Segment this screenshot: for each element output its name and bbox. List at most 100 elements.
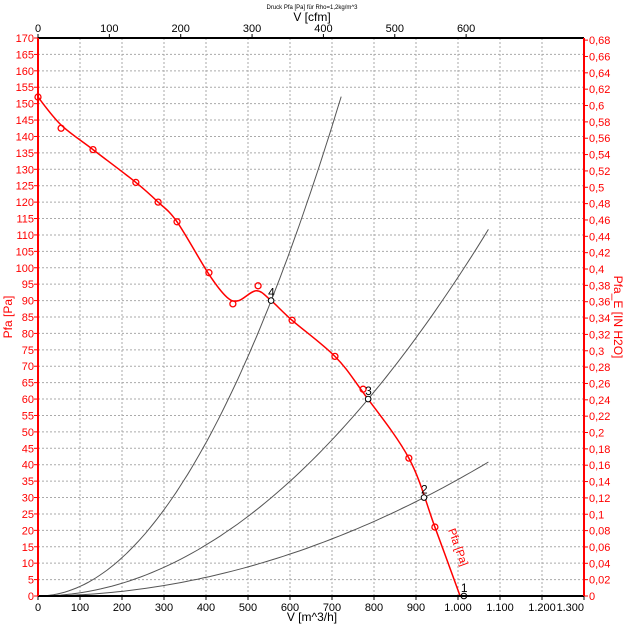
y-tick-label: 100 — [16, 263, 34, 275]
y-tick-label: 10 — [22, 558, 34, 570]
axes: 0 100 200 300 400 500 600 700 800 900 1.000 1.100 1.… — [16, 23, 611, 614]
y-tick-label: 65 — [22, 378, 34, 390]
y-tick-label: 120 — [16, 197, 34, 209]
chart-title: Druck Pfa [Pa] für Rho=1,2kg/m^3 — [266, 5, 358, 11]
y2-axis-label: Pfa_E [IN H2O] — [611, 276, 624, 359]
measured-point — [331, 352, 339, 361]
y2-tick-label: 0,4 — [589, 264, 604, 276]
y-tick-label: 135 — [16, 148, 34, 160]
y-tick-label: 140 — [16, 131, 34, 143]
y-tick-label: 95 — [22, 279, 34, 291]
x-tick-label: 1.300 — [556, 602, 584, 614]
y2-tick-label: 0,68 — [589, 35, 610, 47]
y2-tick-label: 0,56 — [589, 133, 610, 145]
y-tick-label: 170 — [16, 33, 34, 45]
measured-point — [431, 523, 439, 531]
y-tick-label: 155 — [16, 82, 34, 94]
x2-tick-label: 200 — [172, 23, 190, 35]
fan-curve — [37, 96, 461, 597]
y2-tick-label: 0,06 — [589, 542, 610, 554]
y-tick-label: 20 — [22, 525, 34, 537]
y-tick-label: 85 — [22, 312, 34, 324]
x2-tick-label: 100 — [100, 23, 118, 35]
y2-tick-label: 0,62 — [589, 84, 610, 96]
y2-tick-label: 0 — [589, 591, 595, 603]
x-tick-label: 700 — [323, 602, 341, 614]
y2-tick-label: 0,36 — [589, 297, 610, 309]
operating-point-label: 3 — [365, 384, 372, 398]
measured-point — [132, 178, 140, 187]
y2-tick-label: 0,44 — [589, 231, 610, 243]
y-tick-label: 80 — [22, 328, 34, 340]
y2-tick-label: 0,3 — [589, 346, 604, 358]
x-tick-label: 0 — [35, 602, 41, 614]
y2-tick-label: 0,22 — [589, 411, 610, 423]
y2-tick-label: 0,1 — [589, 509, 604, 521]
y2-tick-label: 0,48 — [589, 199, 610, 211]
curves: 1 2 3 4 — [34, 93, 489, 600]
y-tick-label: 70 — [22, 361, 34, 373]
y-tick-label: 90 — [22, 296, 34, 308]
y2-tick-label: 0,16 — [589, 460, 610, 472]
x-tick-label: 1.000 — [444, 602, 472, 614]
x2-tick-label: 500 — [386, 23, 404, 35]
measured-point — [229, 300, 237, 308]
y-tick-label: 145 — [16, 115, 34, 127]
measured-point — [405, 454, 413, 462]
y2-tick-label: 0,34 — [589, 313, 610, 325]
x-tick-label: 1.100 — [486, 602, 514, 614]
y2-tick-label: 0,42 — [589, 248, 610, 260]
y-tick-label: 35 — [22, 476, 34, 488]
y-tick-label: 150 — [16, 99, 34, 111]
y-tick-label: 105 — [16, 246, 34, 258]
operating-point-label: 2 — [421, 483, 428, 497]
system-curve — [37, 229, 489, 597]
x2-tick-label: 300 — [243, 23, 261, 35]
operating-point — [420, 494, 428, 501]
y2-tick-label: 0,46 — [589, 215, 610, 227]
y-tick-label: 0 — [28, 591, 34, 603]
y-tick-label: 25 — [22, 509, 34, 521]
x-tick-label: 600 — [281, 602, 299, 614]
y2-tick-label: 0,32 — [589, 329, 610, 341]
x-axis-label: V [m^3/h] — [287, 610, 337, 624]
operating-point — [267, 297, 275, 304]
grid — [38, 38, 584, 596]
y2-tick-label: 0,66 — [589, 51, 610, 63]
y-tick-label: 160 — [16, 66, 34, 78]
y2-tick-label: 0,08 — [589, 526, 610, 538]
x-tick-label: 200 — [113, 602, 131, 614]
x-tick-label: 800 — [365, 602, 383, 614]
measured-point — [154, 198, 162, 206]
y2-tick-label: 0,6 — [589, 101, 604, 113]
x-tick-label: 400 — [197, 602, 215, 614]
y-tick-label: 30 — [22, 493, 34, 505]
measured-point — [57, 124, 65, 132]
y-tick-label: 45 — [22, 443, 34, 455]
x2-tick-label: 600 — [457, 23, 475, 35]
y-tick-label: 165 — [16, 49, 34, 61]
operating-point-label: 1 — [461, 581, 468, 595]
y-tick-label: 110 — [16, 230, 34, 242]
y-tick-label: 50 — [22, 427, 34, 439]
y-tick-label: 115 — [16, 214, 34, 226]
x-tick-label: 500 — [239, 602, 257, 614]
y2-tick-label: 0,24 — [589, 395, 610, 407]
y2-tick-label: 0,2 — [589, 428, 604, 440]
measured-point — [254, 282, 262, 290]
x-tick-label: 100 — [71, 602, 89, 614]
y-tick-label: 60 — [22, 394, 34, 406]
y-tick-label: 130 — [16, 164, 34, 176]
y2-tick-label: 0,5 — [589, 182, 604, 194]
y2-tick-label: 0,26 — [589, 378, 610, 390]
y2-tick-label: 0,14 — [589, 477, 610, 489]
y2-tick-label: 0,28 — [589, 362, 610, 374]
y-tick-label: 75 — [22, 345, 34, 357]
measured-point — [288, 316, 296, 324]
y-axis-label: Pfa [Pa] — [1, 296, 15, 339]
y2-tick-label: 0,04 — [589, 558, 610, 570]
fan-curve-label: Pfa [Pa] — [445, 527, 470, 568]
operating-point-label: 4 — [268, 286, 275, 300]
